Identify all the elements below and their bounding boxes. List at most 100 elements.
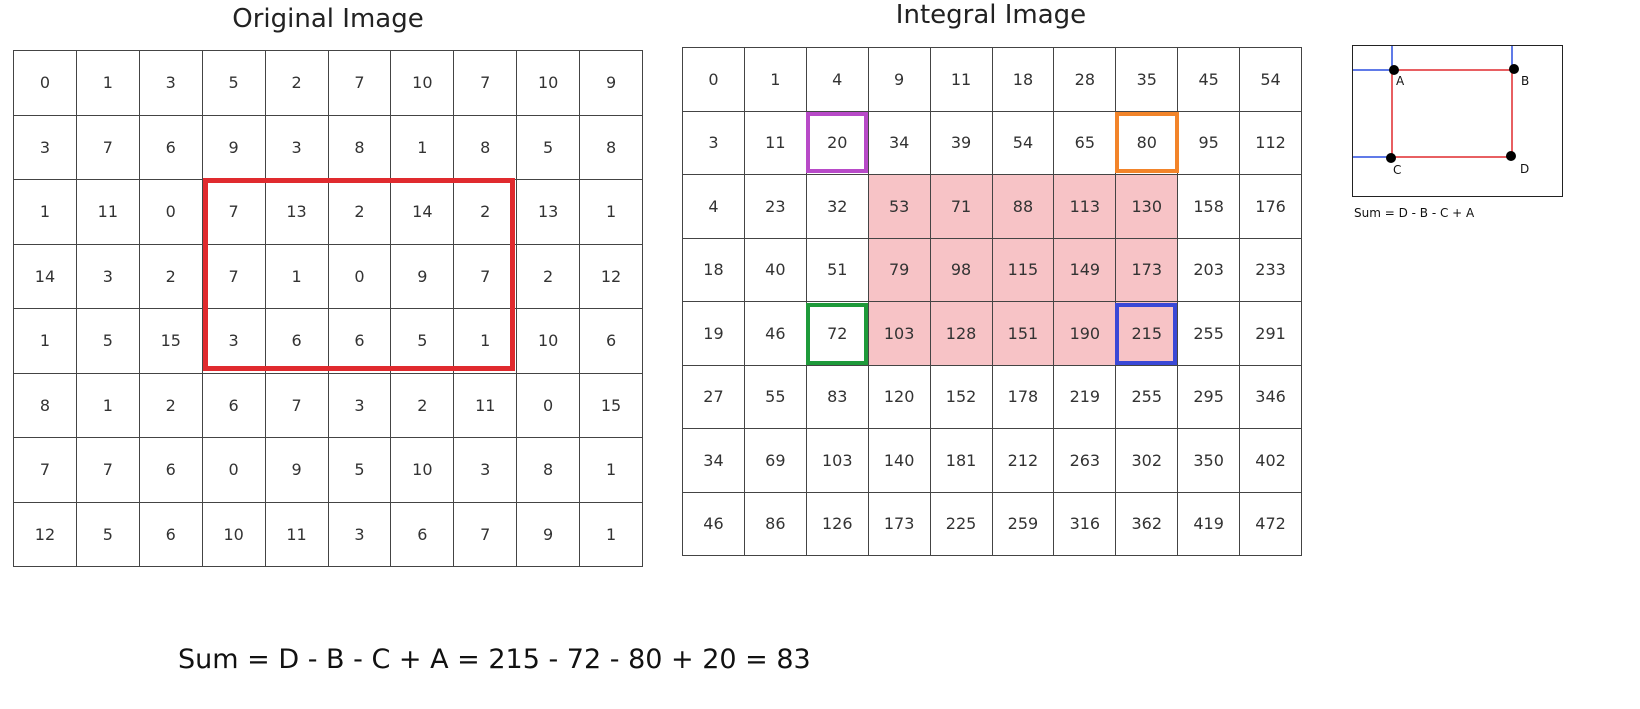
legend-point-a: [1389, 65, 1399, 75]
original-image-cell: 5: [328, 438, 392, 503]
original-image-title: Original Image: [232, 4, 424, 34]
integral-image-cell: 149: [1054, 238, 1117, 302]
integral-image-cell: 9: [868, 48, 931, 112]
integral-image-cell: 419: [1178, 492, 1241, 556]
legend-point-b: [1509, 64, 1519, 74]
integral-image-cell: 95: [1178, 111, 1241, 175]
original-image-cell: 8: [328, 115, 392, 180]
integral-image-cell: 295: [1178, 365, 1241, 429]
original-image-cell: 3: [328, 373, 392, 438]
original-image-cell: 10: [517, 51, 581, 116]
integral-image-cell: 225: [930, 492, 993, 556]
original-image-cell: 6: [391, 502, 455, 567]
original-image-cell: 1: [14, 309, 77, 374]
original-image-cell: 10: [517, 309, 581, 374]
original-image-cell: 8: [454, 115, 518, 180]
original-image-cell: 9: [202, 115, 266, 180]
original-image-cell: 3: [14, 115, 77, 180]
integral-image-cell: 20: [806, 111, 869, 175]
integral-image-cell: 346: [1240, 365, 1302, 429]
original-image-cell: 11: [454, 373, 518, 438]
integral-image-cell: 190: [1054, 302, 1117, 366]
original-image-cell: 5: [202, 51, 266, 116]
original-image-cell: 11: [76, 180, 140, 245]
original-image-cell: 2: [328, 180, 392, 245]
original-image-cell: 10: [391, 438, 455, 503]
original-image-cell: 9: [580, 51, 643, 116]
original-image-cell: 15: [139, 309, 203, 374]
original-image-cell: 8: [14, 373, 77, 438]
integral-image-cell: 130: [1116, 175, 1179, 239]
original-image-cell: 5: [76, 502, 140, 567]
original-image-cell: 1: [580, 502, 643, 567]
original-image-cell: 7: [454, 502, 518, 567]
integral-image-cell: 255: [1178, 302, 1241, 366]
integral-image-cell: 86: [744, 492, 807, 556]
original-image-cell: 1: [14, 180, 77, 245]
original-image-cell: 8: [517, 438, 581, 503]
integral-image-cell: 350: [1178, 429, 1241, 493]
original-image-cell: 6: [139, 502, 203, 567]
integral-image-cell: 19: [683, 302, 745, 366]
integral-image-cell: 54: [1240, 48, 1302, 112]
original-image-cell: 6: [328, 309, 392, 374]
original-image-cell: 11: [265, 502, 329, 567]
original-image-cell: 10: [202, 502, 266, 567]
integral-image-grid: 0 1 4 9 11 18 28 35 45 54 3 11 20 34 39 54 65 80 95 112 4 23 3…: [682, 47, 1302, 556]
original-image-cell: 1: [454, 309, 518, 374]
legend-point-d: [1506, 151, 1516, 161]
integral-image-cell: 1: [744, 48, 807, 112]
original-image-cell: 2: [139, 373, 203, 438]
integral-image-cell: 18: [683, 238, 745, 302]
integral-image-cell: 176: [1240, 175, 1302, 239]
original-image-cell: 7: [14, 438, 77, 503]
integral-image-cell: 362: [1116, 492, 1179, 556]
integral-image-cell: 11: [744, 111, 807, 175]
integral-image-cell: 55: [744, 365, 807, 429]
integral-image-cell: 65: [1054, 111, 1117, 175]
original-image-cell: 7: [202, 244, 266, 309]
integral-image-cell: 46: [744, 302, 807, 366]
original-image-cell: 10: [391, 51, 455, 116]
legend-formula: Sum = D - B - C + A: [1354, 206, 1475, 220]
integral-image-cell: 151: [992, 302, 1055, 366]
integral-image-cell: 115: [992, 238, 1055, 302]
integral-image-cell: 215: [1116, 302, 1179, 366]
original-image-cell: 5: [517, 115, 581, 180]
integral-image-cell: 152: [930, 365, 993, 429]
legend-region-rect: [1391, 69, 1513, 158]
original-image-cell: 1: [580, 180, 643, 245]
original-image-cell: 7: [265, 373, 329, 438]
integral-image-cell: 45: [1178, 48, 1241, 112]
integral-image-cell: 120: [868, 365, 931, 429]
original-image-cell: 0: [14, 51, 77, 116]
original-image-cell: 1: [76, 373, 140, 438]
original-image-cell: 5: [391, 309, 455, 374]
original-image-cell: 2: [454, 180, 518, 245]
original-image-cell: 6: [265, 309, 329, 374]
integral-image-cell: 212: [992, 429, 1055, 493]
integral-image-cell: 128: [930, 302, 993, 366]
original-image-cell: 5: [76, 309, 140, 374]
integral-image-cell: 34: [683, 429, 745, 493]
integral-image-cell: 291: [1240, 302, 1302, 366]
integral-image-cell: 203: [1178, 238, 1241, 302]
integral-image-cell: 173: [868, 492, 931, 556]
integral-image-cell: 54: [992, 111, 1055, 175]
original-image-cell: 0: [202, 438, 266, 503]
integral-image-cell: 178: [992, 365, 1055, 429]
integral-image-cell: 88: [992, 175, 1055, 239]
original-image-cell: 0: [328, 244, 392, 309]
integral-image-cell: 4: [806, 48, 869, 112]
integral-image-cell: 113: [1054, 175, 1117, 239]
legend-label-a: A: [1396, 74, 1405, 88]
original-image-cell: 2: [139, 244, 203, 309]
integral-image-cell: 181: [930, 429, 993, 493]
original-image-cell: 14: [14, 244, 77, 309]
legend-label-d: D: [1520, 162, 1530, 176]
integral-image-cell: 27: [683, 365, 745, 429]
integral-image-cell: 79: [868, 238, 931, 302]
legend-diagram: A B C D: [1352, 45, 1563, 197]
integral-image-cell: 69: [744, 429, 807, 493]
integral-image-cell: 4: [683, 175, 745, 239]
